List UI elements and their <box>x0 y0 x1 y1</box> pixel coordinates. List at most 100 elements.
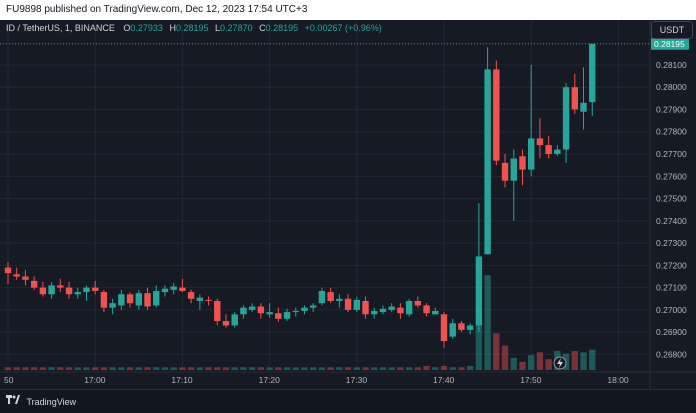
volume-bar <box>336 367 343 370</box>
close-label: C <box>259 23 266 33</box>
candle-body <box>589 43 596 103</box>
volume-bar <box>248 367 256 370</box>
candle-body <box>30 280 38 288</box>
low-value: 0.27870 <box>220 23 253 33</box>
change-value: +0.00267 (+0.96%) <box>304 23 382 33</box>
candle-body <box>336 298 343 301</box>
volume-bar <box>475 323 483 370</box>
candle-body <box>327 292 334 301</box>
candle-body <box>248 306 256 310</box>
volume-bar <box>4 367 12 370</box>
volume-bar <box>458 367 465 370</box>
price-tick-label: 0.27200 <box>656 260 687 270</box>
candle-body <box>318 290 326 304</box>
candle-body <box>48 285 55 295</box>
current-price-label: 0.28195 <box>654 39 685 49</box>
candle-body <box>449 323 456 337</box>
candle-body <box>379 308 387 313</box>
price-tick-label: 0.27900 <box>656 104 687 114</box>
candle-body <box>510 158 517 181</box>
volume-bar <box>126 367 134 370</box>
candle-body <box>22 276 29 280</box>
candle-body <box>100 292 108 308</box>
time-tick-label: 17:00 <box>84 375 106 385</box>
candle-body <box>432 310 439 315</box>
volume-bar <box>580 352 587 370</box>
candle-body <box>528 138 535 170</box>
candle-body <box>187 292 195 299</box>
candle-body <box>126 294 134 304</box>
price-tick-label: 0.28100 <box>656 60 687 70</box>
candle-body <box>135 293 142 306</box>
volume-bar <box>371 367 378 370</box>
volume-bar <box>275 367 282 370</box>
publish-text: FU9898 published on TradingView.com, Dec… <box>6 4 308 15</box>
candle-body <box>536 138 544 146</box>
volume-bar <box>484 275 491 370</box>
volume-bar <box>432 367 439 370</box>
volume-bar <box>118 367 125 370</box>
volume-bar <box>449 367 456 370</box>
price-tick-label: 0.27800 <box>656 127 687 137</box>
price-tick-label: 0.27300 <box>656 238 687 248</box>
candles <box>4 43 596 370</box>
candle-body <box>292 310 299 313</box>
volume-bar <box>519 361 526 370</box>
candle-body <box>397 307 404 314</box>
high-label: H <box>169 23 176 33</box>
volume-bar <box>266 367 273 370</box>
candle-body <box>423 305 430 314</box>
volume-bar <box>589 349 596 370</box>
candle-body <box>170 286 177 290</box>
time-tick-label: 50 <box>4 375 14 385</box>
candle-body <box>310 305 317 308</box>
volume-bar <box>205 367 212 370</box>
volume-bar <box>222 367 230 370</box>
price-tick-label: 0.26800 <box>656 349 687 359</box>
volume-bar <box>57 367 64 370</box>
footer-brand: TradingView <box>26 396 77 407</box>
candle-body <box>161 288 169 293</box>
candle-body <box>554 149 561 155</box>
volume-bar <box>283 367 291 370</box>
candle-body <box>580 102 587 112</box>
volume-bar <box>100 367 108 370</box>
volume-bar <box>74 367 81 370</box>
volume-bar <box>440 365 448 370</box>
tradingview-logo-icon <box>6 391 20 413</box>
price-tick-label: 0.27600 <box>656 171 687 181</box>
volume-bar <box>257 367 265 370</box>
currency-button[interactable]: USDT <box>651 21 693 39</box>
volume-bar <box>214 367 221 370</box>
candle-body <box>144 293 151 307</box>
candle-body <box>39 287 47 295</box>
candle-body <box>405 300 413 315</box>
symbol-name: ID / TetherUS, 1, BINANCE <box>6 23 115 33</box>
volume-bar <box>13 367 20 370</box>
candle-body <box>484 69 491 255</box>
time-axis: 50 17:00 17:10 17:20 17:30 17:40 17:50 18:00 <box>4 375 629 385</box>
time-tick-label: 17:50 <box>520 375 542 385</box>
open-value: 0.27933 <box>130 23 163 33</box>
chart-area[interactable] <box>0 20 650 372</box>
volume-bar <box>39 367 47 370</box>
volume-bar <box>22 367 29 370</box>
candle-body <box>153 290 160 306</box>
volume-bar <box>170 367 177 370</box>
candle-body <box>83 287 90 293</box>
volume-bar <box>318 367 326 370</box>
publish-header: FU9898 published on TradingView.com, Dec… <box>0 0 696 20</box>
candle-body <box>179 287 186 291</box>
candle-body <box>4 267 12 274</box>
time-tick-label: 17:40 <box>433 375 455 385</box>
candle-body <box>475 256 483 326</box>
candle-body <box>74 292 81 295</box>
candle-body <box>222 321 230 326</box>
volume-bar <box>493 333 500 370</box>
candle-body <box>205 299 212 301</box>
price-tick-label: 0.26900 <box>656 327 687 337</box>
candle-body <box>57 285 64 288</box>
volume-bar <box>292 367 299 370</box>
close-value: 0.28195 <box>265 23 299 33</box>
